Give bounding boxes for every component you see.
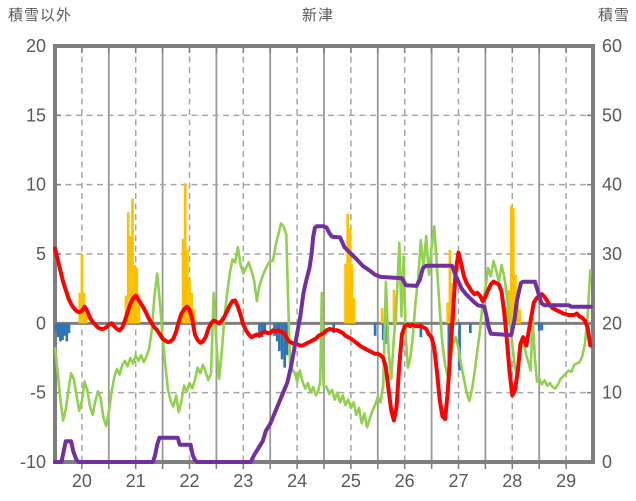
- blue-bars-bar: [458, 323, 461, 371]
- orange-bars-bar: [126, 212, 130, 324]
- x-axis-tick-label: 20: [72, 471, 92, 491]
- blue-bars-bar: [468, 323, 472, 334]
- orange-bars-bar: [509, 205, 513, 324]
- right-axis-tick-label: 20: [602, 313, 622, 333]
- left-axis-tick-labels: 20 15 10 5 0 -5 -10: [20, 36, 46, 472]
- x-axis-tick-label: 24: [287, 471, 307, 491]
- blue-bars-bar: [59, 323, 62, 342]
- orange-bars-bar: [186, 249, 189, 324]
- right-axis-tick-label: 30: [602, 244, 622, 264]
- blue-bars-bar: [283, 323, 287, 368]
- orange-bars-bar: [348, 227, 352, 324]
- orange-bars-bar: [131, 198, 134, 324]
- orange-bars-bar: [78, 292, 82, 324]
- orange-bars-bar: [380, 308, 384, 324]
- orange-bars-bar: [392, 290, 396, 324]
- blue-bars-bar: [260, 323, 264, 338]
- orange-bars-bar: [188, 280, 191, 324]
- blue-bars-bar: [280, 323, 284, 360]
- blue-bars-bar: [263, 323, 267, 335]
- x-axis-tick-label: 27: [448, 471, 468, 491]
- left-axis-tick-label: 15: [26, 105, 46, 125]
- right-axis-tick-label: 0: [602, 452, 612, 472]
- orange-bars-bar: [446, 302, 450, 324]
- blue-bars-bar: [258, 323, 261, 334]
- left-axis-tick-label: -5: [30, 383, 46, 403]
- orange-bars-bar: [190, 292, 193, 324]
- orange-bars-bar: [84, 306, 88, 324]
- x-axis-tick-label: 28: [502, 471, 522, 491]
- orange-bars-bar: [518, 309, 522, 324]
- left-axis-title: 積雪以外: [8, 7, 73, 24]
- right-axis-tick-labels: 60 50 40 30 20 10 0: [602, 36, 622, 472]
- purple-line: [53, 224, 593, 464]
- right-axis-tick-label: 50: [602, 105, 622, 125]
- blue-bars-bar: [537, 323, 541, 331]
- orange-bars-bar: [137, 294, 141, 324]
- orange-bars-bar: [505, 306, 509, 324]
- x-axis-tick-label: 29: [556, 471, 576, 491]
- red-line: [53, 246, 593, 423]
- x-axis-tick-labels: 20 21 22 23 24 25 26 27 28 29: [72, 471, 576, 491]
- right-axis-tick-label: 10: [602, 383, 622, 403]
- right-axis-tick-label: 60: [602, 36, 622, 56]
- orange-bars-bar: [124, 295, 128, 324]
- blue-bars-bar: [65, 323, 69, 342]
- blue-bars-bar: [63, 323, 67, 336]
- orange-bars-bar: [346, 213, 350, 324]
- orange-bars-bar: [512, 208, 515, 324]
- right-axis-tick-label: 40: [602, 175, 622, 195]
- left-axis-tick-label: 0: [36, 313, 46, 333]
- blue-bars-bar: [61, 323, 64, 340]
- blue-bars-bar: [373, 323, 377, 336]
- x-axis-tick-label: 26: [395, 471, 415, 491]
- green-line: [53, 222, 592, 429]
- blue-bars-bar: [67, 323, 71, 334]
- blue-bars-bar: [278, 323, 281, 352]
- x-axis-tick-label: 21: [126, 471, 146, 491]
- blue-bars-bar: [54, 323, 58, 332]
- orange-bars-bar: [183, 183, 187, 324]
- x-axis-tick-label: 23: [233, 471, 253, 491]
- left-axis-tick-label: -10: [20, 452, 46, 472]
- right-axis-title: 積雪: [597, 7, 630, 24]
- orange-bars-bar: [192, 309, 196, 324]
- page-title: 新津: [301, 7, 334, 24]
- orange-bars-bar: [80, 254, 84, 324]
- x-axis-tick-label: 22: [179, 471, 199, 491]
- orange-bars-bar: [352, 298, 356, 324]
- orange-bars-bar: [344, 263, 347, 324]
- blue-bars-bar: [381, 323, 385, 340]
- blue-bars-bar: [540, 323, 544, 331]
- left-axis-tick-label: 5: [36, 244, 46, 264]
- blue-bars-bar: [419, 323, 423, 338]
- orange-bars-bar: [128, 235, 132, 324]
- orange-bars-bar: [448, 249, 452, 324]
- left-axis-tick-label: 20: [26, 36, 46, 56]
- x-axis-tick-label: 25: [341, 471, 361, 491]
- blue-bars-bar: [56, 323, 60, 338]
- orange-bars-bar: [181, 238, 185, 324]
- left-axis-tick-label: 10: [26, 175, 46, 195]
- orange-bars-bar: [350, 263, 354, 324]
